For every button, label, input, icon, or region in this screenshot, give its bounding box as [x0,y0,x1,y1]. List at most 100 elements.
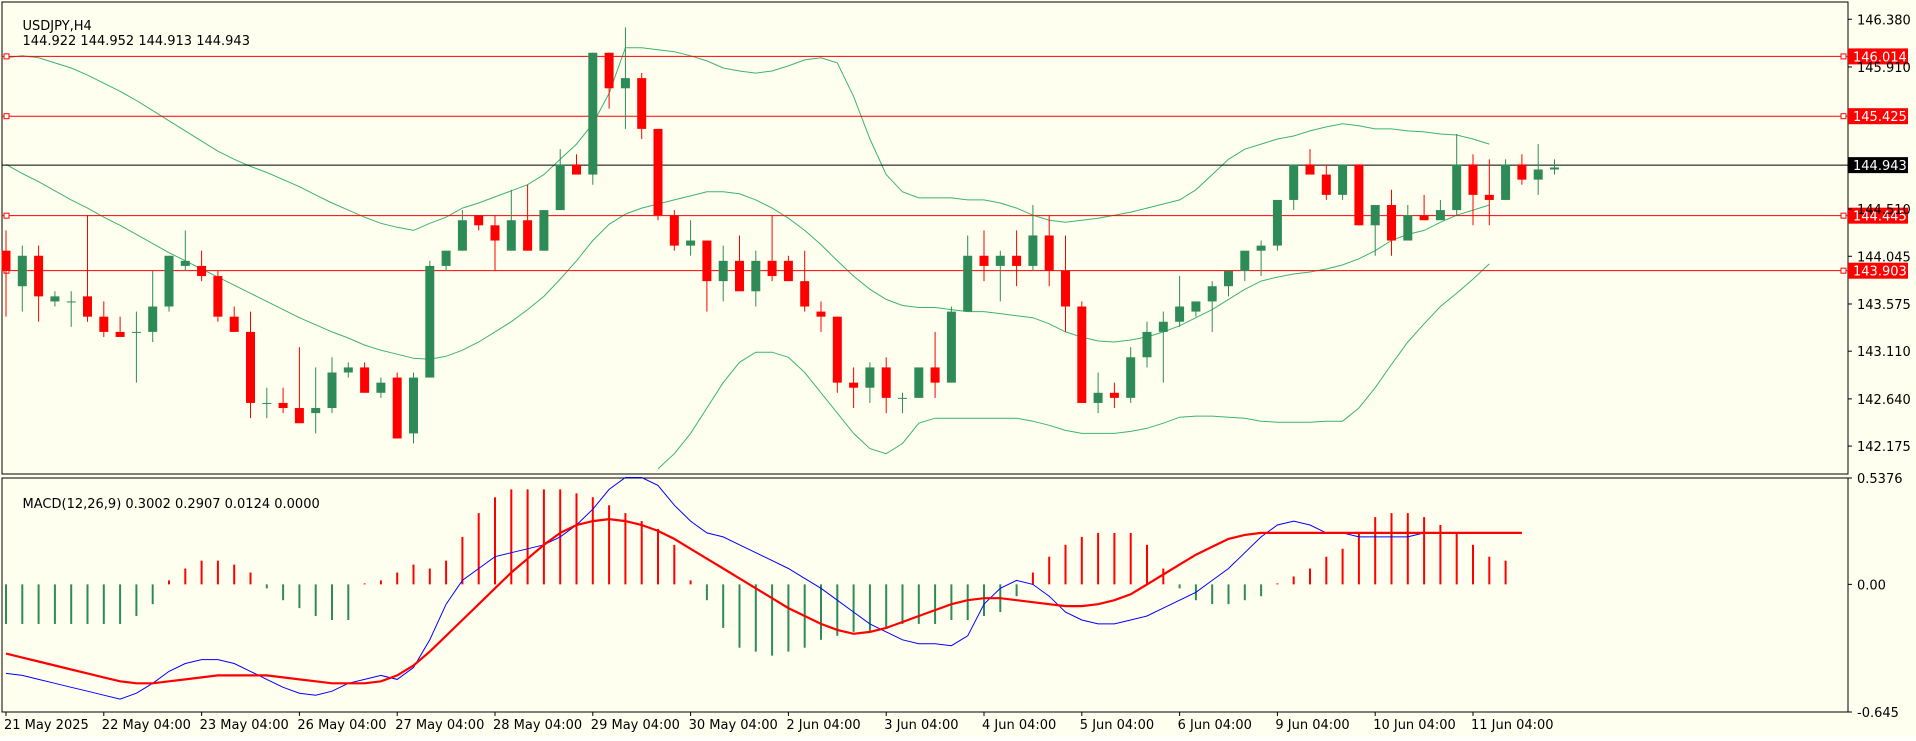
price-axis-label: 143.575 [1857,298,1911,313]
candle-bear [392,377,402,439]
candle-bull [1224,270,1233,287]
price-level-tag [1848,262,1908,279]
candle-bull [1533,169,1543,180]
symbol-header: USDJPY,H4 144.922 144.952 144.913 144.94… [6,4,250,64]
level-handle-left [3,212,10,219]
candle-bull [409,377,418,434]
candle-bear [767,260,777,277]
level-handle-right [1840,53,1847,60]
candle-bull [1142,331,1152,358]
time-axis-label: 28 May 04:00 [493,718,582,733]
candle-bear [1012,255,1022,266]
level-handle-left [3,53,10,60]
macd-header: MACD(12,26,9) 0.3002 0.2907 0.0124 0.000… [6,482,320,527]
bollinger-lower-line [657,263,1490,470]
time-axis-label: 2 Jun 04:00 [786,718,860,733]
candle-bull [751,260,761,292]
price-level-tag [1848,207,1908,224]
candle-bull [1370,205,1380,226]
candle-bear [1354,164,1364,226]
candle-bear [523,220,533,251]
candle-bull [1256,245,1266,251]
price-level-label: 146.014 [1853,50,1907,65]
time-axis-label: 4 Jun 04:00 [982,718,1056,733]
candle-bear [930,367,940,383]
candle-bull [1452,164,1462,211]
candle-bear [979,255,989,266]
candle-bull [865,367,875,388]
price-panel-frame [1,1,1849,475]
price-axis-label: 143.110 [1857,345,1911,360]
candle-bear [278,402,288,409]
candle-bear [1077,306,1087,403]
candle-bull [718,260,728,282]
macd-signal-line [5,517,1522,685]
time-axis-label: 5 Jun 04:00 [1080,718,1154,733]
candle-bear [1,250,11,271]
symbol-label: USDJPY,H4 [22,19,92,34]
price-level-tag [1848,108,1908,125]
candle-bull [1501,164,1511,200]
candle-bear [1044,235,1054,271]
candle-bear [572,164,581,175]
bollinger-upper-line [5,47,1490,231]
candle-bull [506,220,516,251]
current-price-label: 144.943 [1853,159,1907,174]
candle-bull [1435,210,1445,221]
time-axis-label: 22 May 04:00 [102,718,191,733]
macd-axis-label: 0.00 [1857,578,1886,593]
time-axis-label: 11 Jun 04:00 [1471,718,1554,733]
candle-bull [1093,392,1103,403]
level-handle-right [1840,267,1847,274]
candle-bull [1403,215,1413,241]
macd-label: MACD(12,26,9) 0.3002 0.2907 0.0124 0.000… [22,497,320,512]
price-level-label: 144.445 [1853,210,1907,225]
candle-bear [783,260,793,282]
candle-bull [686,240,696,246]
candle-bull [164,255,174,307]
price-level-label: 145.425 [1853,110,1907,125]
candle-bear [197,265,207,277]
macd-axis-label: 0.5376 [1857,472,1903,487]
candle-bull [946,311,956,383]
candle-bear [800,281,810,307]
candle-bull [1207,286,1217,302]
candle-bear [849,382,859,388]
candle-bear [1061,270,1070,307]
time-axis-label: 21 May 2025 [4,718,89,733]
level-handle-left [3,113,10,120]
candle-bull [66,301,76,303]
candle-bear [832,316,842,383]
price-axis-label: 144.510 [1857,203,1911,218]
candle-bull [262,402,272,404]
candle-bear [99,316,109,332]
candle-bull [1158,321,1168,332]
time-axis-label: 10 Jun 04:00 [1373,718,1456,733]
candle-bear [735,260,744,292]
candle-bull [995,255,1005,266]
candle-bear [1387,205,1396,241]
candle-bear [246,331,255,403]
price-axis-label: 145.910 [1857,61,1911,76]
candle-bear [881,367,891,398]
level-handle-right [1840,113,1847,120]
candle-bear [1468,164,1478,195]
candle-bear [490,225,500,241]
candle-bear [1305,164,1315,175]
candle-bull [376,382,386,393]
candle-bull [457,220,467,251]
candle-bear [669,215,679,246]
time-axis-label: 3 Jun 04:00 [884,718,958,733]
candle-bull [588,52,598,175]
candle-bull [1272,199,1282,246]
candle-bull [1338,164,1348,195]
time-axis-label: 26 May 04:00 [297,718,386,733]
candle-bull [17,255,27,287]
time-axis-label: 27 May 04:00 [395,718,484,733]
candle-bear [83,296,92,317]
candle-bull [343,367,353,373]
candle-bear [360,367,370,393]
time-axis-label: 30 May 04:00 [689,718,778,733]
